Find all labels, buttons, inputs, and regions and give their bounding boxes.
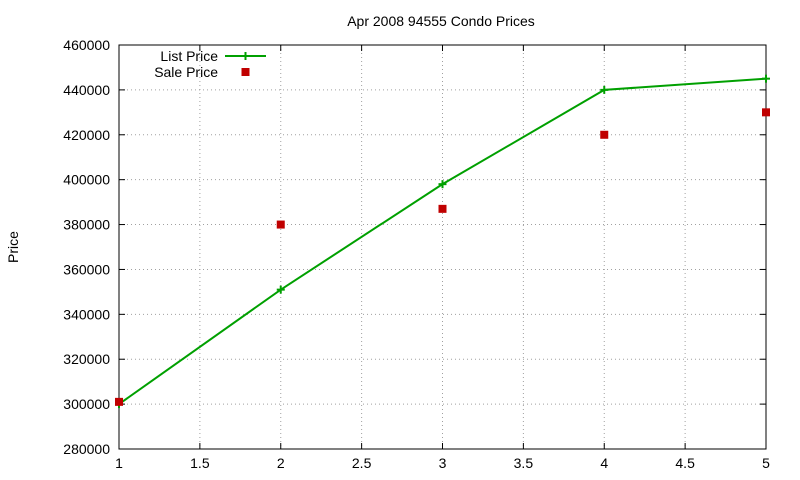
- y-tick-label: 300000: [63, 396, 110, 412]
- sale-price-point: [762, 108, 770, 117]
- x-tick-label: 2.5: [352, 455, 372, 471]
- list-price-point: [276, 285, 285, 294]
- list-price-point: [762, 74, 770, 83]
- y-tick-label: 280000: [63, 441, 110, 457]
- x-tick-label: 2: [277, 455, 285, 471]
- y-tick-label: 420000: [63, 127, 110, 143]
- y-tick-label: 440000: [63, 82, 110, 98]
- sale-price-point: [600, 130, 609, 139]
- y-tick-label: 360000: [63, 261, 110, 277]
- x-tick-label: 1.5: [190, 455, 210, 471]
- x-tick-label: 1: [115, 455, 123, 471]
- y-axis-label: Price: [5, 231, 21, 263]
- tick-layer: 1 1.5 2 2.5 3 3.5 4 4.5 5 280000 300000 320000 34000…: [63, 37, 770, 471]
- chart-title: Apr 2008 94555 Condo Prices: [347, 13, 535, 29]
- x-tick-label: 3.5: [514, 455, 534, 471]
- x-tick-label: 4.5: [675, 455, 695, 471]
- y-tick-label: 320000: [63, 351, 110, 367]
- x-tick-label: 4: [600, 455, 608, 471]
- list-price-point: [438, 180, 447, 189]
- list-price-point: [600, 85, 609, 94]
- x-tick-label: 3: [439, 455, 447, 471]
- series-layer: [115, 74, 770, 409]
- sale-price-point: [115, 397, 123, 406]
- legend-label-sale-price: Sale Price: [154, 64, 218, 80]
- legend-swatch-marker-list-price: [241, 52, 250, 60]
- sale-price-point: [276, 220, 285, 229]
- y-tick-label: 340000: [63, 306, 110, 322]
- legend-label-list-price: List Price: [160, 48, 218, 64]
- grid-layer: [119, 45, 766, 449]
- plot-frame: [118, 44, 767, 450]
- x-tick-label: 5: [762, 455, 770, 471]
- y-tick-label: 400000: [63, 172, 110, 188]
- y-tick-label: 460000: [63, 37, 110, 53]
- legend-swatch-marker-sale-price: [241, 68, 250, 76]
- sale-price-point: [438, 204, 447, 213]
- y-tick-label: 380000: [63, 217, 110, 233]
